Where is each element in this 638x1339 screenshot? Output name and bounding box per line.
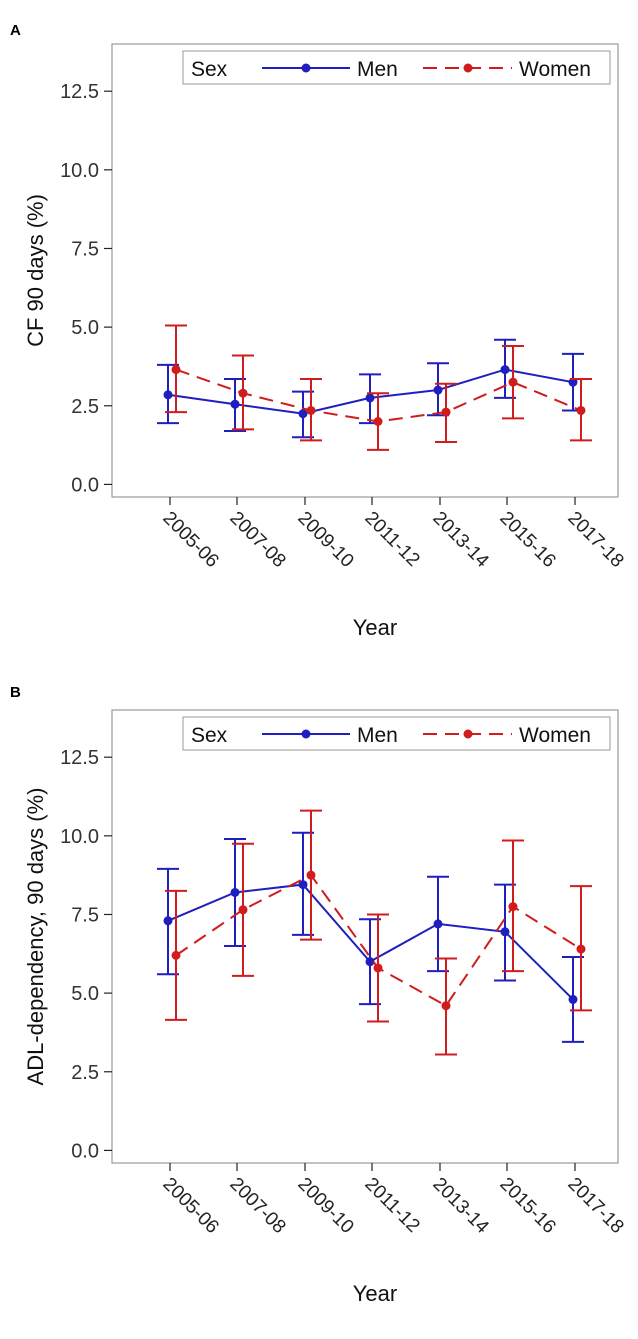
- panel-label: B: [10, 684, 21, 701]
- y-tick-label: 7.5: [71, 238, 99, 260]
- x-tick-label: 2005-06: [158, 508, 222, 572]
- x-tick-label: 2013-14: [428, 1174, 492, 1238]
- data-point: [441, 407, 451, 417]
- data-point: [500, 927, 510, 937]
- y-axis-title: ADL-dependency, 90 days (%): [23, 788, 48, 1086]
- data-point: [171, 365, 181, 375]
- x-axis-title: Year: [353, 1281, 397, 1306]
- data-point: [230, 887, 240, 897]
- y-tick-label: 10.0: [60, 160, 99, 182]
- data-point: [576, 405, 586, 415]
- x-tick-label: 2005-06: [158, 1174, 222, 1238]
- legend-label-men: Men: [357, 724, 398, 747]
- x-axis-title: Year: [353, 615, 397, 640]
- data-point: [373, 963, 383, 973]
- x-tick-label: 2007-08: [225, 508, 289, 572]
- data-point: [500, 365, 510, 375]
- x-tick-label: 2013-14: [428, 508, 492, 572]
- legend-box: [182, 50, 611, 85]
- data-point: [163, 916, 173, 926]
- y-tick-label: 2.5: [71, 396, 99, 418]
- legend-label-women: Women: [519, 724, 591, 747]
- y-tick-label: 5.0: [71, 317, 99, 339]
- legend-label-women: Women: [519, 58, 591, 81]
- data-point: [298, 409, 308, 419]
- legend: Sex Men Women: [182, 50, 611, 85]
- data-point: [306, 405, 316, 415]
- legend-box: [182, 716, 611, 751]
- data-point: [441, 1001, 451, 1011]
- y-tick-label: 12.5: [60, 747, 99, 769]
- data-point: [163, 390, 173, 400]
- y-tick-label: 0.0: [71, 1140, 99, 1162]
- legend-label-men: Men: [357, 58, 398, 81]
- data-point: [373, 417, 383, 426]
- y-tick-label: 7.5: [71, 904, 99, 926]
- plot-frame: [111, 709, 619, 1164]
- x-tick-label: 2017-18: [563, 508, 627, 572]
- legend: Sex Men Women: [182, 716, 611, 751]
- x-tick-label: 2009-10: [293, 508, 357, 572]
- data-point: [306, 870, 316, 880]
- chart-panel-a: A 0.0 2.5 5.0 7.5 10.0 12.5 2005-06 2007-08 2009-…: [10, 22, 628, 640]
- legend-marker-men: [301, 729, 311, 739]
- legend-marker-women: [463, 63, 473, 73]
- chart-panel-b: B 0.0 2.5 5.0 7.5 10.0 12.5 2005-06 2007-08 2009-…: [10, 684, 628, 1306]
- y-axis-title: CF 90 days (%): [23, 194, 48, 347]
- data-point: [508, 377, 518, 387]
- y-tick-label: 12.5: [60, 81, 99, 103]
- x-tick-label: 2017-18: [563, 1174, 627, 1238]
- x-tick-label: 2009-10: [293, 1174, 357, 1238]
- data-point: [238, 905, 248, 915]
- y-tick-label: 5.0: [71, 983, 99, 1005]
- y-tick-label: 10.0: [60, 826, 99, 848]
- x-tick-label: 2011-12: [360, 508, 423, 571]
- legend-marker-men: [301, 63, 311, 73]
- series-men: [157, 338, 584, 439]
- series-women: [165, 809, 592, 1056]
- legend-marker-women: [463, 729, 473, 739]
- x-tick-label: 2015-16: [495, 1174, 559, 1238]
- data-point: [576, 944, 586, 954]
- data-point: [298, 880, 308, 890]
- data-point: [433, 919, 443, 929]
- legend-title: Sex: [191, 724, 228, 747]
- data-point: [433, 385, 443, 395]
- y-tick-label: 2.5: [71, 1062, 99, 1084]
- y-tick-label: 0.0: [71, 474, 99, 496]
- series-women: [165, 324, 592, 451]
- data-point: [238, 388, 248, 398]
- x-tick-label: 2015-16: [495, 508, 559, 572]
- data-point: [365, 393, 375, 403]
- series-men: [157, 831, 584, 1043]
- data-point: [171, 950, 181, 960]
- panel-label: A: [10, 22, 21, 39]
- legend-title: Sex: [191, 58, 228, 81]
- data-point: [230, 399, 240, 409]
- data-point: [365, 957, 375, 967]
- x-tick-label: 2007-08: [225, 1174, 289, 1238]
- data-point: [568, 994, 578, 1004]
- data-point: [508, 902, 518, 912]
- plot-frame: [111, 43, 619, 498]
- x-tick-label: 2011-12: [360, 1174, 423, 1237]
